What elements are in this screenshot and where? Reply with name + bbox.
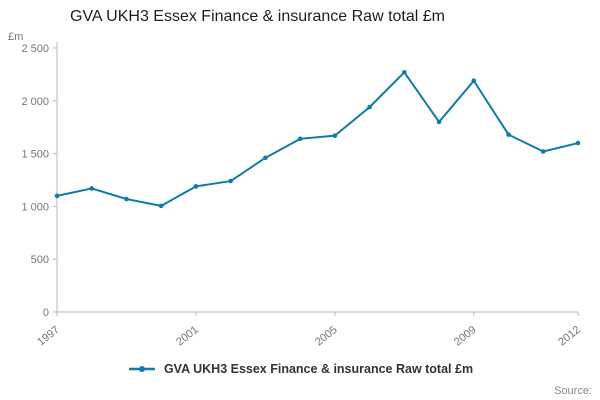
data-point <box>332 133 338 138</box>
data-point <box>297 136 303 142</box>
y-tick-label: 0 <box>43 307 49 319</box>
data-point <box>89 186 95 191</box>
data-point <box>228 178 233 184</box>
data-point <box>471 78 477 84</box>
y-tick-label: 500 <box>31 254 49 266</box>
data-point <box>506 132 511 137</box>
y-tick-label: 1 500 <box>21 149 49 161</box>
data-point <box>158 203 164 209</box>
data-point <box>124 196 129 202</box>
data-point <box>402 69 407 75</box>
y-axis-unit-label: £m <box>8 31 24 43</box>
legend: GVA UKH3 Essex Finance & insurance Raw t… <box>0 362 600 376</box>
source-label: Source: <box>554 385 592 397</box>
chart-svg: 0 500 1 000 1 500 2 000 2 500 1997 2001 2005 2009… <box>21 42 583 349</box>
legend-marker-dot <box>138 366 145 372</box>
series-line <box>56 71 579 207</box>
data-point <box>263 155 268 161</box>
data-point <box>436 119 442 125</box>
data-point <box>54 193 60 199</box>
y-tick-label: 2 500 <box>21 43 49 55</box>
chart-title: GVA UKH3 Essex Finance & insurance Raw t… <box>70 8 445 25</box>
y-tick-label: 2 000 <box>21 96 49 108</box>
legend-label: GVA UKH3 Essex Finance & insurance Raw t… <box>163 362 474 376</box>
data-point <box>367 104 372 110</box>
y-tick-label: 1 000 <box>21 201 49 213</box>
legend-marker <box>128 366 155 372</box>
data-point <box>193 184 199 189</box>
x-tick-label: 2005 <box>313 324 340 349</box>
data-point <box>575 140 581 146</box>
x-tick-label: 2012 <box>556 324 583 349</box>
x-tick-label: 1997 <box>35 324 62 349</box>
data-point <box>540 149 546 154</box>
x-tick-label: 2001 <box>174 324 201 349</box>
x-tick-label: 2009 <box>452 324 479 349</box>
